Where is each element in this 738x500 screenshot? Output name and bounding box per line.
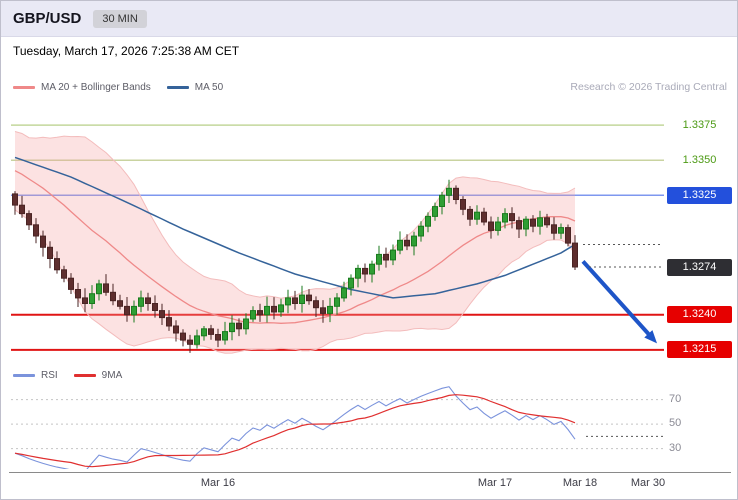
support-level-badge-2: 1.3215 — [667, 341, 732, 359]
legend-ma9-label: 9MA — [101, 370, 123, 381]
research-credit: Research © 2026 Trading Central — [570, 81, 727, 93]
rsi-layer — [11, 386, 664, 469]
rsi-axis-label: 30 — [669, 441, 682, 454]
ma9-swatch-icon — [73, 374, 96, 377]
x-axis-label: Mar 30 — [630, 477, 666, 489]
timeframe-badge[interactable]: 30 MIN — [93, 9, 147, 28]
ma50-swatch-icon — [166, 85, 189, 89]
current-price-badge: 1.3274 — [667, 258, 732, 276]
ma50-layer — [14, 156, 576, 299]
ma20-swatch-icon — [13, 85, 35, 89]
x-axis-label: Mar 17 — [477, 477, 513, 489]
bollinger-layer — [14, 131, 576, 354]
legend-ma20-label: MA 20 + Bollinger Bands — [41, 81, 151, 93]
forecast-arrow-layer — [581, 260, 658, 344]
rsi-axis-label: 70 — [669, 392, 682, 405]
rsi-axis-label: 50 — [669, 417, 682, 430]
datetime-text: Tuesday, March 17, 2026 7:25:38 AM CET — [13, 44, 240, 58]
axis-layer — [9, 244, 731, 473]
rsi-swatch-icon — [13, 374, 35, 377]
resistance-level-label-2: 1.3350 — [682, 153, 717, 166]
legend-price: MA 20 + Bollinger Bands MA 50 Research ©… — [13, 81, 727, 93]
legend-ma50-label: MA 50 — [194, 81, 224, 93]
legend-rsi: RSI 9MA — [13, 370, 132, 381]
candles-layer — [12, 179, 578, 353]
symbol-title: GBP/USD — [13, 10, 82, 27]
x-axis-label: Mar 16 — [200, 477, 236, 489]
resistance-level-label-1: 1.3375 — [682, 118, 717, 131]
legend-rsi-label: RSI — [41, 370, 58, 381]
support-level-badge-1: 1.3240 — [667, 306, 732, 324]
resistance-level-badge: 1.3325 — [667, 186, 732, 204]
x-axis-label: Mar 18 — [562, 477, 598, 489]
titlebar: GBP/USD 30 MIN — [1, 1, 737, 37]
